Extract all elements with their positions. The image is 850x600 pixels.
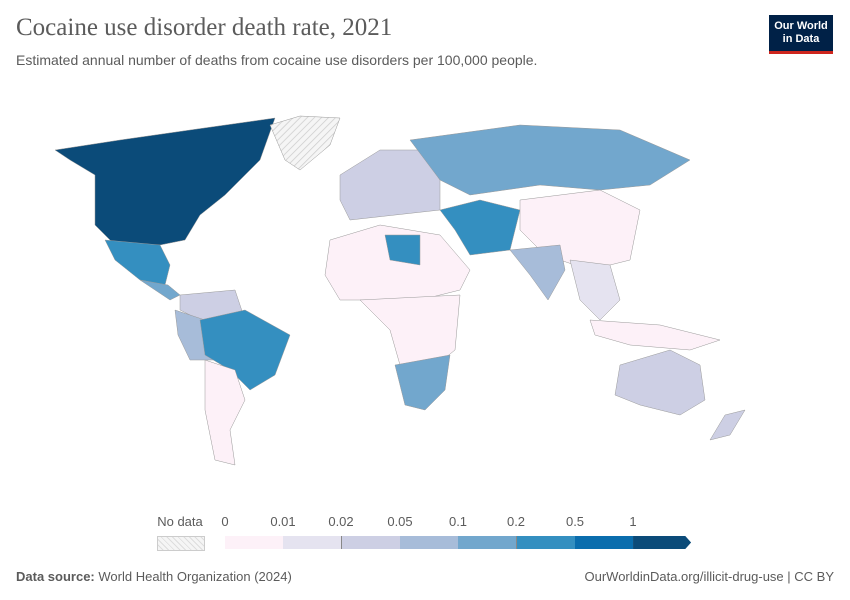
legend-bin — [283, 536, 343, 549]
legend-bin — [633, 536, 692, 549]
legend-no-data-swatch — [157, 536, 205, 551]
legend-tick: 0 — [221, 514, 229, 529]
legend-bin — [225, 536, 284, 549]
legend-tick: 0.02 — [328, 514, 354, 529]
logo-line2: in Data — [782, 33, 820, 45]
region-new-zealand — [709, 409, 746, 441]
chart-subtitle: Estimated annual number of deaths from c… — [16, 52, 538, 68]
region-india — [509, 244, 566, 301]
region-europe — [339, 149, 441, 221]
legend-bin — [516, 536, 576, 549]
legend-tick: 0.1 — [448, 514, 468, 529]
legend-bin — [458, 536, 518, 549]
region-north-africa — [324, 224, 471, 301]
legend-tick: 0.2 — [506, 514, 526, 529]
region-greenland — [269, 115, 341, 171]
region-russia — [409, 124, 691, 196]
region-argentina-chile — [204, 359, 246, 466]
world-map[interactable] — [0, 110, 850, 510]
license: CC BY — [794, 569, 834, 584]
region-mexico — [104, 239, 171, 286]
data-source: Data source: World Health Organization (… — [16, 569, 292, 584]
source-label: Data source: — [16, 569, 95, 584]
legend-tick: 1 — [629, 514, 637, 529]
legend-tick: 0.05 — [387, 514, 413, 529]
legend-tick: 0.01 — [270, 514, 296, 529]
region-north-america — [54, 117, 276, 246]
region-brazil — [199, 309, 291, 391]
region-southern-africa — [394, 354, 451, 411]
chart-title: Cocaine use disorder death rate, 2021 — [16, 14, 393, 41]
region-indonesia — [589, 319, 721, 351]
footer-link[interactable]: OurWorldinData.org/illicit-drug-use | CC… — [584, 569, 834, 584]
source-link[interactable]: OurWorldinData.org/illicit-drug-use — [584, 569, 784, 584]
region-iran-central-asia — [439, 199, 521, 256]
legend-bin — [341, 536, 401, 549]
region-australia — [614, 349, 706, 416]
region-libya — [384, 234, 421, 266]
owid-logo[interactable]: Our World in Data — [769, 15, 833, 54]
source-text: World Health Organization (2024) — [98, 569, 292, 584]
legend-no-data-label: No data — [157, 514, 203, 529]
logo-line1: Our World — [774, 20, 828, 32]
legend-bin — [399, 536, 459, 549]
legend-tick: 0.5 — [565, 514, 585, 529]
region-southeast-asia — [569, 259, 621, 321]
legend-bin — [574, 536, 634, 549]
